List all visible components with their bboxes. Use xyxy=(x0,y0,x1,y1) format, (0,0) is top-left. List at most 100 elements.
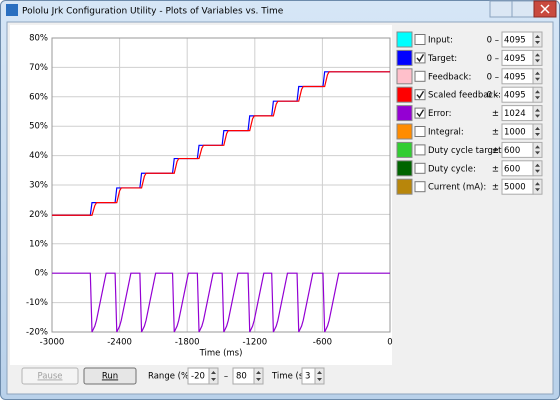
spin-button[interactable] xyxy=(314,367,325,385)
spin-arrows xyxy=(535,71,540,81)
channel-max: 5000 xyxy=(504,183,526,193)
channel-prefix: ± xyxy=(492,183,499,193)
y-tick-label: 60% xyxy=(29,92,48,102)
channel-checkbox[interactable] xyxy=(414,126,426,137)
pause-label: Pause xyxy=(38,372,63,382)
x-axis-label: Time (ms) xyxy=(199,349,243,359)
channel-swatch xyxy=(396,105,413,122)
y-tick-label: 70% xyxy=(29,63,48,73)
spin-arrows xyxy=(535,163,540,173)
range-label: Range (%): xyxy=(148,372,195,382)
channel-checkbox[interactable] xyxy=(414,52,426,64)
x-tick-label: -3000 xyxy=(40,338,65,348)
channel-name: Duty cycle: xyxy=(428,164,476,174)
channel-checkbox[interactable] xyxy=(414,89,426,101)
controls: Pause Run Range (%): -20 – 80 Time (s): … xyxy=(21,367,325,385)
spin-arrows xyxy=(535,90,540,100)
channel-max: 4095 xyxy=(504,72,526,82)
channel-checkbox[interactable] xyxy=(414,107,426,119)
channel-max: 1024 xyxy=(504,109,526,119)
x-tick-label: -2400 xyxy=(107,338,132,348)
plot-area xyxy=(51,37,391,333)
channel-name: Current (mA): xyxy=(428,183,486,193)
channel-name: Scaled feedback: xyxy=(428,91,501,101)
spin-arrows xyxy=(317,371,322,381)
check-mark xyxy=(416,54,425,63)
channel-swatch xyxy=(396,123,413,140)
channel-swatch xyxy=(396,160,413,177)
channel-checkbox[interactable] xyxy=(414,70,426,82)
channel-name: Integral: xyxy=(428,128,464,138)
spin-button[interactable] xyxy=(208,367,219,385)
maximize-button[interactable] xyxy=(511,0,535,18)
minimize-button[interactable] xyxy=(489,0,513,18)
spin-button[interactable] xyxy=(532,141,543,158)
channel-checkbox[interactable] xyxy=(414,34,426,45)
channel-name: Target: xyxy=(427,54,457,64)
series-line xyxy=(52,272,390,333)
spin-button[interactable] xyxy=(532,160,543,177)
spin-arrows xyxy=(256,371,261,381)
run-label: Run xyxy=(102,372,118,382)
channel-prefix: ± xyxy=(492,128,499,138)
spin-button[interactable] xyxy=(532,178,543,195)
app-icon xyxy=(6,4,18,16)
channel-prefix: ± xyxy=(492,164,499,174)
channel-name: Error: xyxy=(428,109,451,119)
channel-swatch xyxy=(396,141,413,158)
time-label: Time (s): xyxy=(271,372,309,382)
channel-checkbox[interactable] xyxy=(414,162,426,174)
spin-arrows xyxy=(211,371,216,381)
series-line xyxy=(52,71,390,216)
channel-max: 4095 xyxy=(504,36,526,46)
y-tick-label: 30% xyxy=(29,181,48,191)
spin-button[interactable] xyxy=(532,68,543,85)
y-tick-label: 50% xyxy=(29,122,48,132)
channel-name: Feedback: xyxy=(428,72,471,82)
range-min-value: -20 xyxy=(191,372,205,382)
channel-checkbox[interactable] xyxy=(414,181,426,193)
y-tick-label: -20% xyxy=(26,328,48,338)
y-tick-label: 80% xyxy=(29,34,48,44)
plot-panel xyxy=(10,25,392,365)
spin-arrows xyxy=(535,35,540,44)
x-tick-label: 0 xyxy=(387,338,392,348)
channel-prefix: 0 – xyxy=(487,72,499,82)
check-mark xyxy=(416,90,425,99)
spin-button[interactable] xyxy=(532,49,543,66)
spin-button[interactable] xyxy=(532,86,543,103)
pause-button[interactable] xyxy=(21,367,79,385)
x-tick-label: -600 xyxy=(313,338,332,348)
range-max-value: 80 xyxy=(236,372,247,382)
channel-swatch xyxy=(396,49,413,66)
channel-max: 1000 xyxy=(504,128,526,138)
channel-prefix: 0 – xyxy=(487,36,499,46)
channel-swatch xyxy=(396,31,413,48)
channel-prefix: ± xyxy=(492,109,499,119)
channel-max: 600 xyxy=(504,146,520,156)
window-title: Pololu Jrk Configuration Utility - Plots… xyxy=(22,7,284,17)
spin-arrows xyxy=(535,127,540,136)
x-tick-label: -1800 xyxy=(175,338,200,348)
channel-checkbox[interactable] xyxy=(414,144,426,156)
spin-button[interactable] xyxy=(253,367,264,385)
y-tick-label: 10% xyxy=(29,239,48,249)
channel-max: 4095 xyxy=(504,54,526,64)
spin-arrows xyxy=(535,182,540,192)
spin-button[interactable] xyxy=(532,31,543,48)
x-tick-label: -1200 xyxy=(242,338,267,348)
channel-swatch xyxy=(396,68,413,85)
channel-name: Input: xyxy=(428,36,453,46)
spin-button[interactable] xyxy=(532,105,543,122)
y-tick-label: 40% xyxy=(29,151,48,161)
spin-button[interactable] xyxy=(532,123,543,140)
y-tick-label: -10% xyxy=(26,298,48,308)
plot: -20% -10% 0% 10% 20% 30% 40% 50% 60% 70% 80% -3000 -… xyxy=(26,34,393,359)
spin-arrows xyxy=(535,108,540,118)
y-tick-label: 0% xyxy=(35,269,49,279)
range-separator: – xyxy=(224,372,228,382)
channel-panel: Input: 0 – 4095 Target: 0 – 4095 Feedback: 0 – 4… xyxy=(396,31,543,195)
run-button[interactable] xyxy=(83,367,137,385)
time-value: 3 xyxy=(305,372,310,382)
